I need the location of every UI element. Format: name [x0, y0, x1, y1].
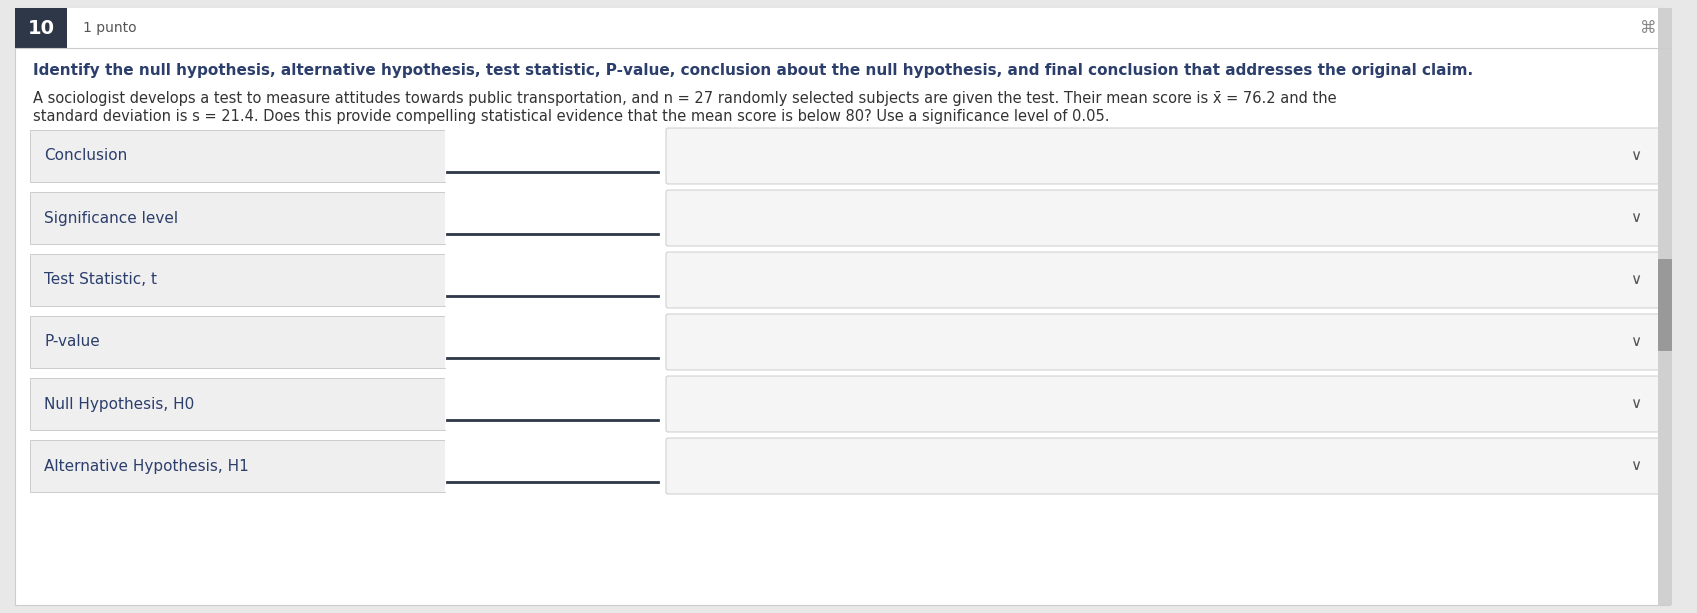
FancyBboxPatch shape	[31, 378, 445, 430]
FancyBboxPatch shape	[31, 130, 445, 182]
Text: ∨: ∨	[1631, 210, 1641, 226]
Text: ∨: ∨	[1631, 335, 1641, 349]
Text: Conclusion: Conclusion	[44, 148, 127, 164]
FancyBboxPatch shape	[445, 378, 660, 430]
FancyBboxPatch shape	[445, 192, 660, 244]
FancyBboxPatch shape	[1658, 8, 1672, 605]
Text: A sociologist develops a test to measure attitudes towards public transportation: A sociologist develops a test to measure…	[32, 91, 1337, 105]
FancyBboxPatch shape	[15, 8, 1670, 48]
Text: Null Hypothesis, H0: Null Hypothesis, H0	[44, 397, 193, 411]
FancyBboxPatch shape	[665, 438, 1660, 494]
FancyBboxPatch shape	[665, 252, 1660, 308]
Text: 1 punto: 1 punto	[83, 21, 137, 35]
FancyBboxPatch shape	[445, 440, 660, 492]
FancyBboxPatch shape	[665, 376, 1660, 432]
Text: standard deviation is s = 21.4. Does this provide compelling statistical evidenc: standard deviation is s = 21.4. Does thi…	[32, 109, 1110, 123]
Text: Test Statistic, t: Test Statistic, t	[44, 273, 158, 287]
FancyBboxPatch shape	[665, 314, 1660, 370]
Text: ∨: ∨	[1631, 459, 1641, 473]
Text: ∨: ∨	[1631, 148, 1641, 164]
Text: 10: 10	[27, 18, 54, 37]
FancyBboxPatch shape	[31, 316, 445, 368]
FancyBboxPatch shape	[31, 254, 445, 306]
FancyBboxPatch shape	[31, 440, 445, 492]
FancyBboxPatch shape	[15, 8, 66, 48]
FancyBboxPatch shape	[15, 8, 1670, 605]
Text: ⌘: ⌘	[1639, 19, 1656, 37]
FancyBboxPatch shape	[665, 128, 1660, 184]
FancyBboxPatch shape	[445, 316, 660, 368]
FancyBboxPatch shape	[665, 190, 1660, 246]
Text: Significance level: Significance level	[44, 210, 178, 226]
FancyBboxPatch shape	[1658, 259, 1672, 351]
Text: Alternative Hypothesis, H1: Alternative Hypothesis, H1	[44, 459, 249, 473]
FancyBboxPatch shape	[31, 192, 445, 244]
FancyBboxPatch shape	[445, 254, 660, 306]
Text: ∨: ∨	[1631, 397, 1641, 411]
Text: Identify the null hypothesis, alternative hypothesis, test statistic, P-value, c: Identify the null hypothesis, alternativ…	[32, 63, 1473, 77]
FancyBboxPatch shape	[445, 130, 660, 182]
Text: ∨: ∨	[1631, 273, 1641, 287]
Text: P-value: P-value	[44, 335, 100, 349]
